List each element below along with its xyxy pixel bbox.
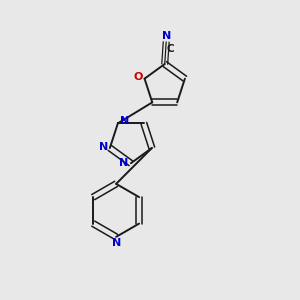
Text: N: N — [120, 116, 129, 126]
Text: N: N — [162, 31, 171, 41]
Text: O: O — [134, 72, 143, 82]
Text: N: N — [119, 158, 128, 168]
Text: N: N — [99, 142, 108, 152]
Text: C: C — [166, 44, 174, 54]
Text: N: N — [112, 238, 121, 248]
